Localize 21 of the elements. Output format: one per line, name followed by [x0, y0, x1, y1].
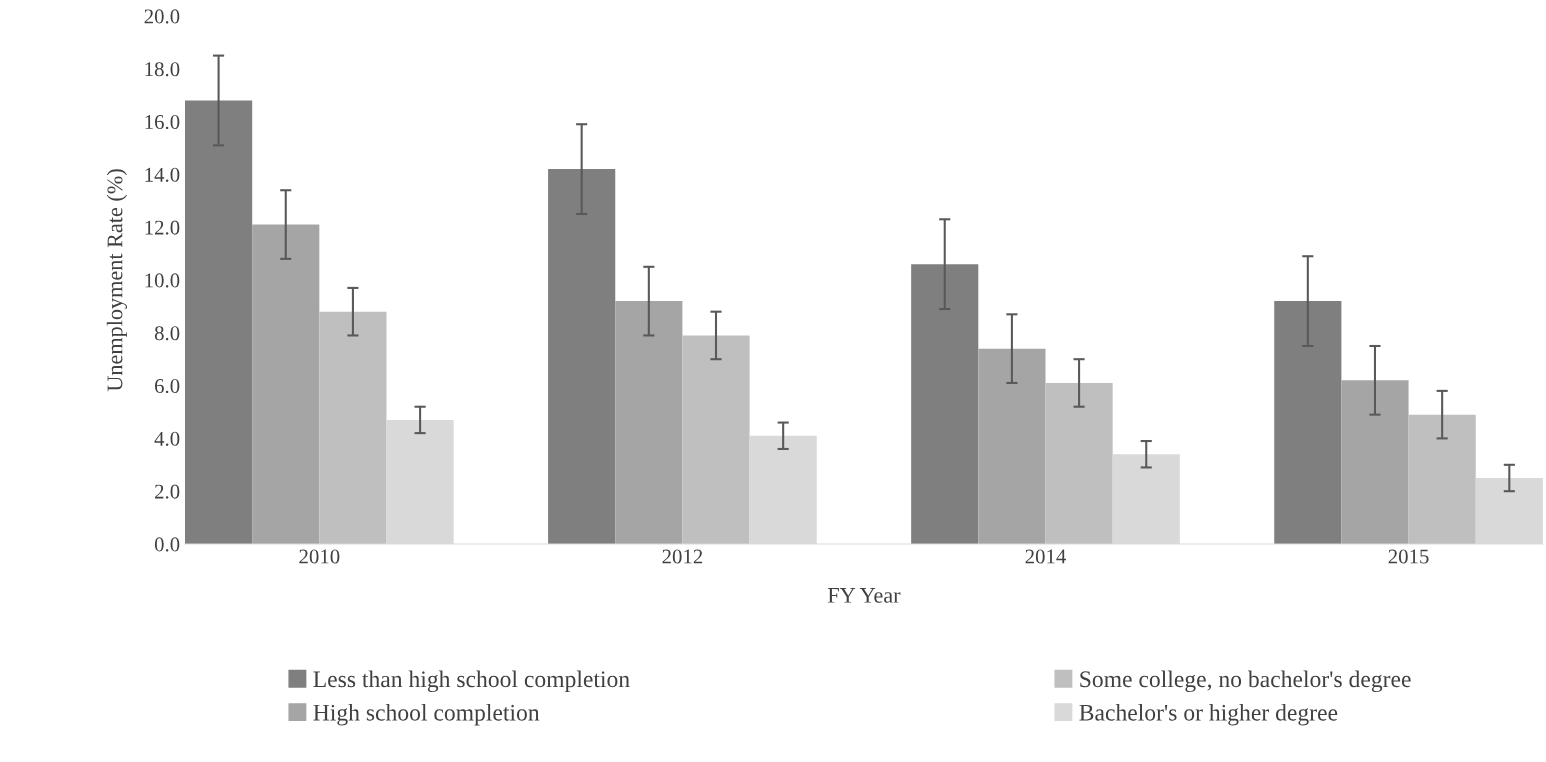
legend-label: Less than high school completion — [313, 670, 630, 693]
y-tick-label: 4.0 — [154, 431, 180, 446]
x-axis-title: FY Year — [827, 588, 901, 603]
legend-label: Some college, no bachelor's degree — [1080, 670, 1411, 693]
x-tick-label: 2010 — [299, 549, 340, 564]
legend-label: High school completion — [313, 704, 540, 726]
y-tick-label: 8.0 — [154, 326, 180, 341]
y-tick-label: 10.0 — [145, 273, 180, 288]
x-tick-label: 2012 — [662, 549, 703, 564]
y-tick-label: 20.0 — [144, 9, 180, 24]
y-axis-title: Unemployment Rate (%) — [106, 169, 128, 392]
y-tick-label: 12.0 — [145, 220, 180, 235]
y-tick-label: 2.0 — [155, 484, 180, 499]
y-tick-label: 6.0 — [154, 378, 180, 394]
x-tick-label: 2014 — [1025, 549, 1066, 564]
x-tick-label: 2015 — [1388, 549, 1429, 564]
y-tick-label: 0.0 — [154, 537, 180, 552]
y-tick-label: 14.0 — [145, 167, 180, 182]
y-tick-label: 18.0 — [145, 62, 180, 77]
y-tick-label: 16.0 — [145, 114, 180, 130]
legend-label: Bachelor's or higher degree — [1079, 704, 1338, 726]
